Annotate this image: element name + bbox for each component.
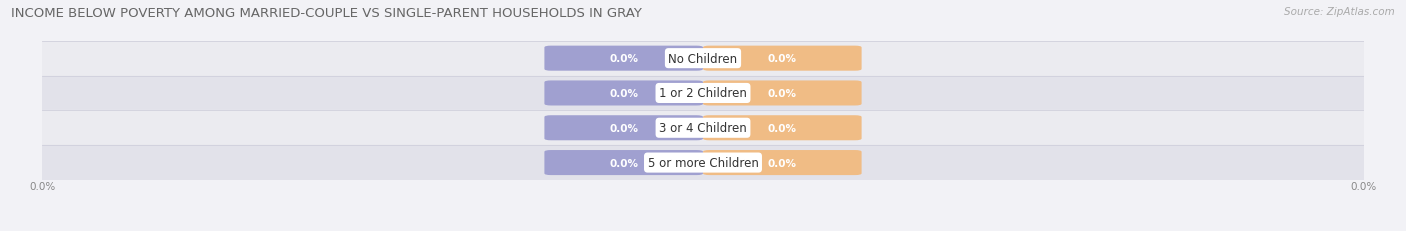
- Text: 0.0%: 0.0%: [609, 88, 638, 99]
- FancyBboxPatch shape: [703, 46, 862, 71]
- Text: 0.0%: 0.0%: [609, 158, 638, 168]
- Text: INCOME BELOW POVERTY AMONG MARRIED-COUPLE VS SINGLE-PARENT HOUSEHOLDS IN GRAY: INCOME BELOW POVERTY AMONG MARRIED-COUPL…: [11, 7, 643, 20]
- Bar: [42, 146, 1364, 180]
- Text: 0.0%: 0.0%: [609, 123, 638, 133]
- Text: Source: ZipAtlas.com: Source: ZipAtlas.com: [1284, 7, 1395, 17]
- Text: 3 or 4 Children: 3 or 4 Children: [659, 122, 747, 135]
- Bar: [42, 76, 1364, 111]
- FancyBboxPatch shape: [544, 116, 703, 141]
- Text: 1 or 2 Children: 1 or 2 Children: [659, 87, 747, 100]
- Text: 0.0%: 0.0%: [609, 54, 638, 64]
- FancyBboxPatch shape: [544, 46, 703, 71]
- Text: 5 or more Children: 5 or more Children: [648, 156, 758, 169]
- FancyBboxPatch shape: [544, 81, 703, 106]
- Text: 0.0%: 0.0%: [768, 88, 797, 99]
- Bar: [42, 111, 1364, 146]
- Text: 0.0%: 0.0%: [768, 54, 797, 64]
- FancyBboxPatch shape: [703, 116, 862, 141]
- FancyBboxPatch shape: [544, 150, 703, 175]
- FancyBboxPatch shape: [703, 150, 862, 175]
- Text: No Children: No Children: [668, 52, 738, 65]
- FancyBboxPatch shape: [703, 81, 862, 106]
- Bar: [42, 42, 1364, 76]
- Text: 0.0%: 0.0%: [768, 123, 797, 133]
- Text: 0.0%: 0.0%: [768, 158, 797, 168]
